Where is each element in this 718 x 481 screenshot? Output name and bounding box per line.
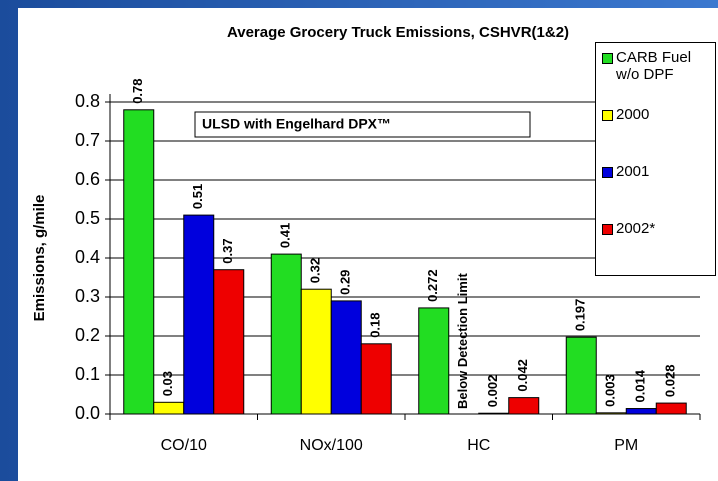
bar [418,307,450,415]
legend-label: 2002* [616,220,656,237]
data-label: 0.014 [633,369,648,402]
y-tick-label: 0.1 [75,364,100,384]
data-label: 0.003 [603,374,618,407]
chart-title: Average Grocery Truck Emissions, CSHVR(1… [227,24,569,41]
bar [508,397,540,415]
bar [183,214,215,415]
legend-swatch [602,110,613,121]
bar [360,343,392,415]
x-tick-label: HC [467,437,490,454]
y-axis-label: Emissions, g/mile [31,195,48,322]
y-tick-label: 0.3 [75,286,100,306]
data-label: 0.197 [573,299,588,332]
x-tick-label: CO/10 [161,437,207,454]
bar [153,401,185,415]
annotation: ULSD with Engelhard DPX™ [202,116,391,132]
data-label: 0.78 [130,78,145,103]
annotation-box [194,111,531,138]
data-label: 0.41 [278,223,293,248]
bar [565,336,597,415]
legend: CARB Fuel w/o DPF 2000 2001 2002* [595,42,716,276]
legend-item: 2002* [600,220,711,277]
bar [655,402,687,415]
bar [625,408,657,415]
data-label: 0.002 [485,375,500,408]
data-label: 0.272 [425,269,440,302]
data-label: 0.32 [308,258,323,283]
legend-item: 2000 [600,106,711,163]
legend-label: CARB Fuel w/o DPF [616,49,692,83]
x-tick-label: PM [614,437,638,454]
legend-swatch [602,224,613,235]
legend-swatch [602,167,613,178]
y-tick-label: 0.5 [75,208,100,228]
legend-item: 2001 [600,163,711,220]
data-label: 0.29 [338,270,353,295]
y-tick-label: 0.7 [75,130,100,150]
legend-label: 2001 [616,163,650,180]
data-label: 0.37 [220,238,235,263]
data-label: 0.03 [160,371,175,396]
bar [213,269,245,415]
y-tick-label: 0.8 [75,91,100,111]
y-tick-label: 0.6 [75,169,100,189]
legend-label: 2000 [616,106,650,123]
y-tick-label: 0.4 [75,247,100,267]
bar [330,300,362,415]
data-label: 0.18 [368,312,383,337]
y-tick-label: 0.2 [75,325,100,345]
bar [123,109,155,415]
data-label: 0.51 [190,184,205,209]
annotation: Below Detection Limit [455,273,470,409]
y-tick-label: 0.0 [75,403,100,423]
legend-item: CARB Fuel w/o DPF [600,49,711,106]
bar [270,253,302,415]
bar [300,288,332,415]
data-label: 0.028 [663,365,678,398]
data-label: 0.042 [515,359,530,392]
legend-swatch [602,53,613,64]
x-tick-label: NOx/100 [300,437,363,454]
